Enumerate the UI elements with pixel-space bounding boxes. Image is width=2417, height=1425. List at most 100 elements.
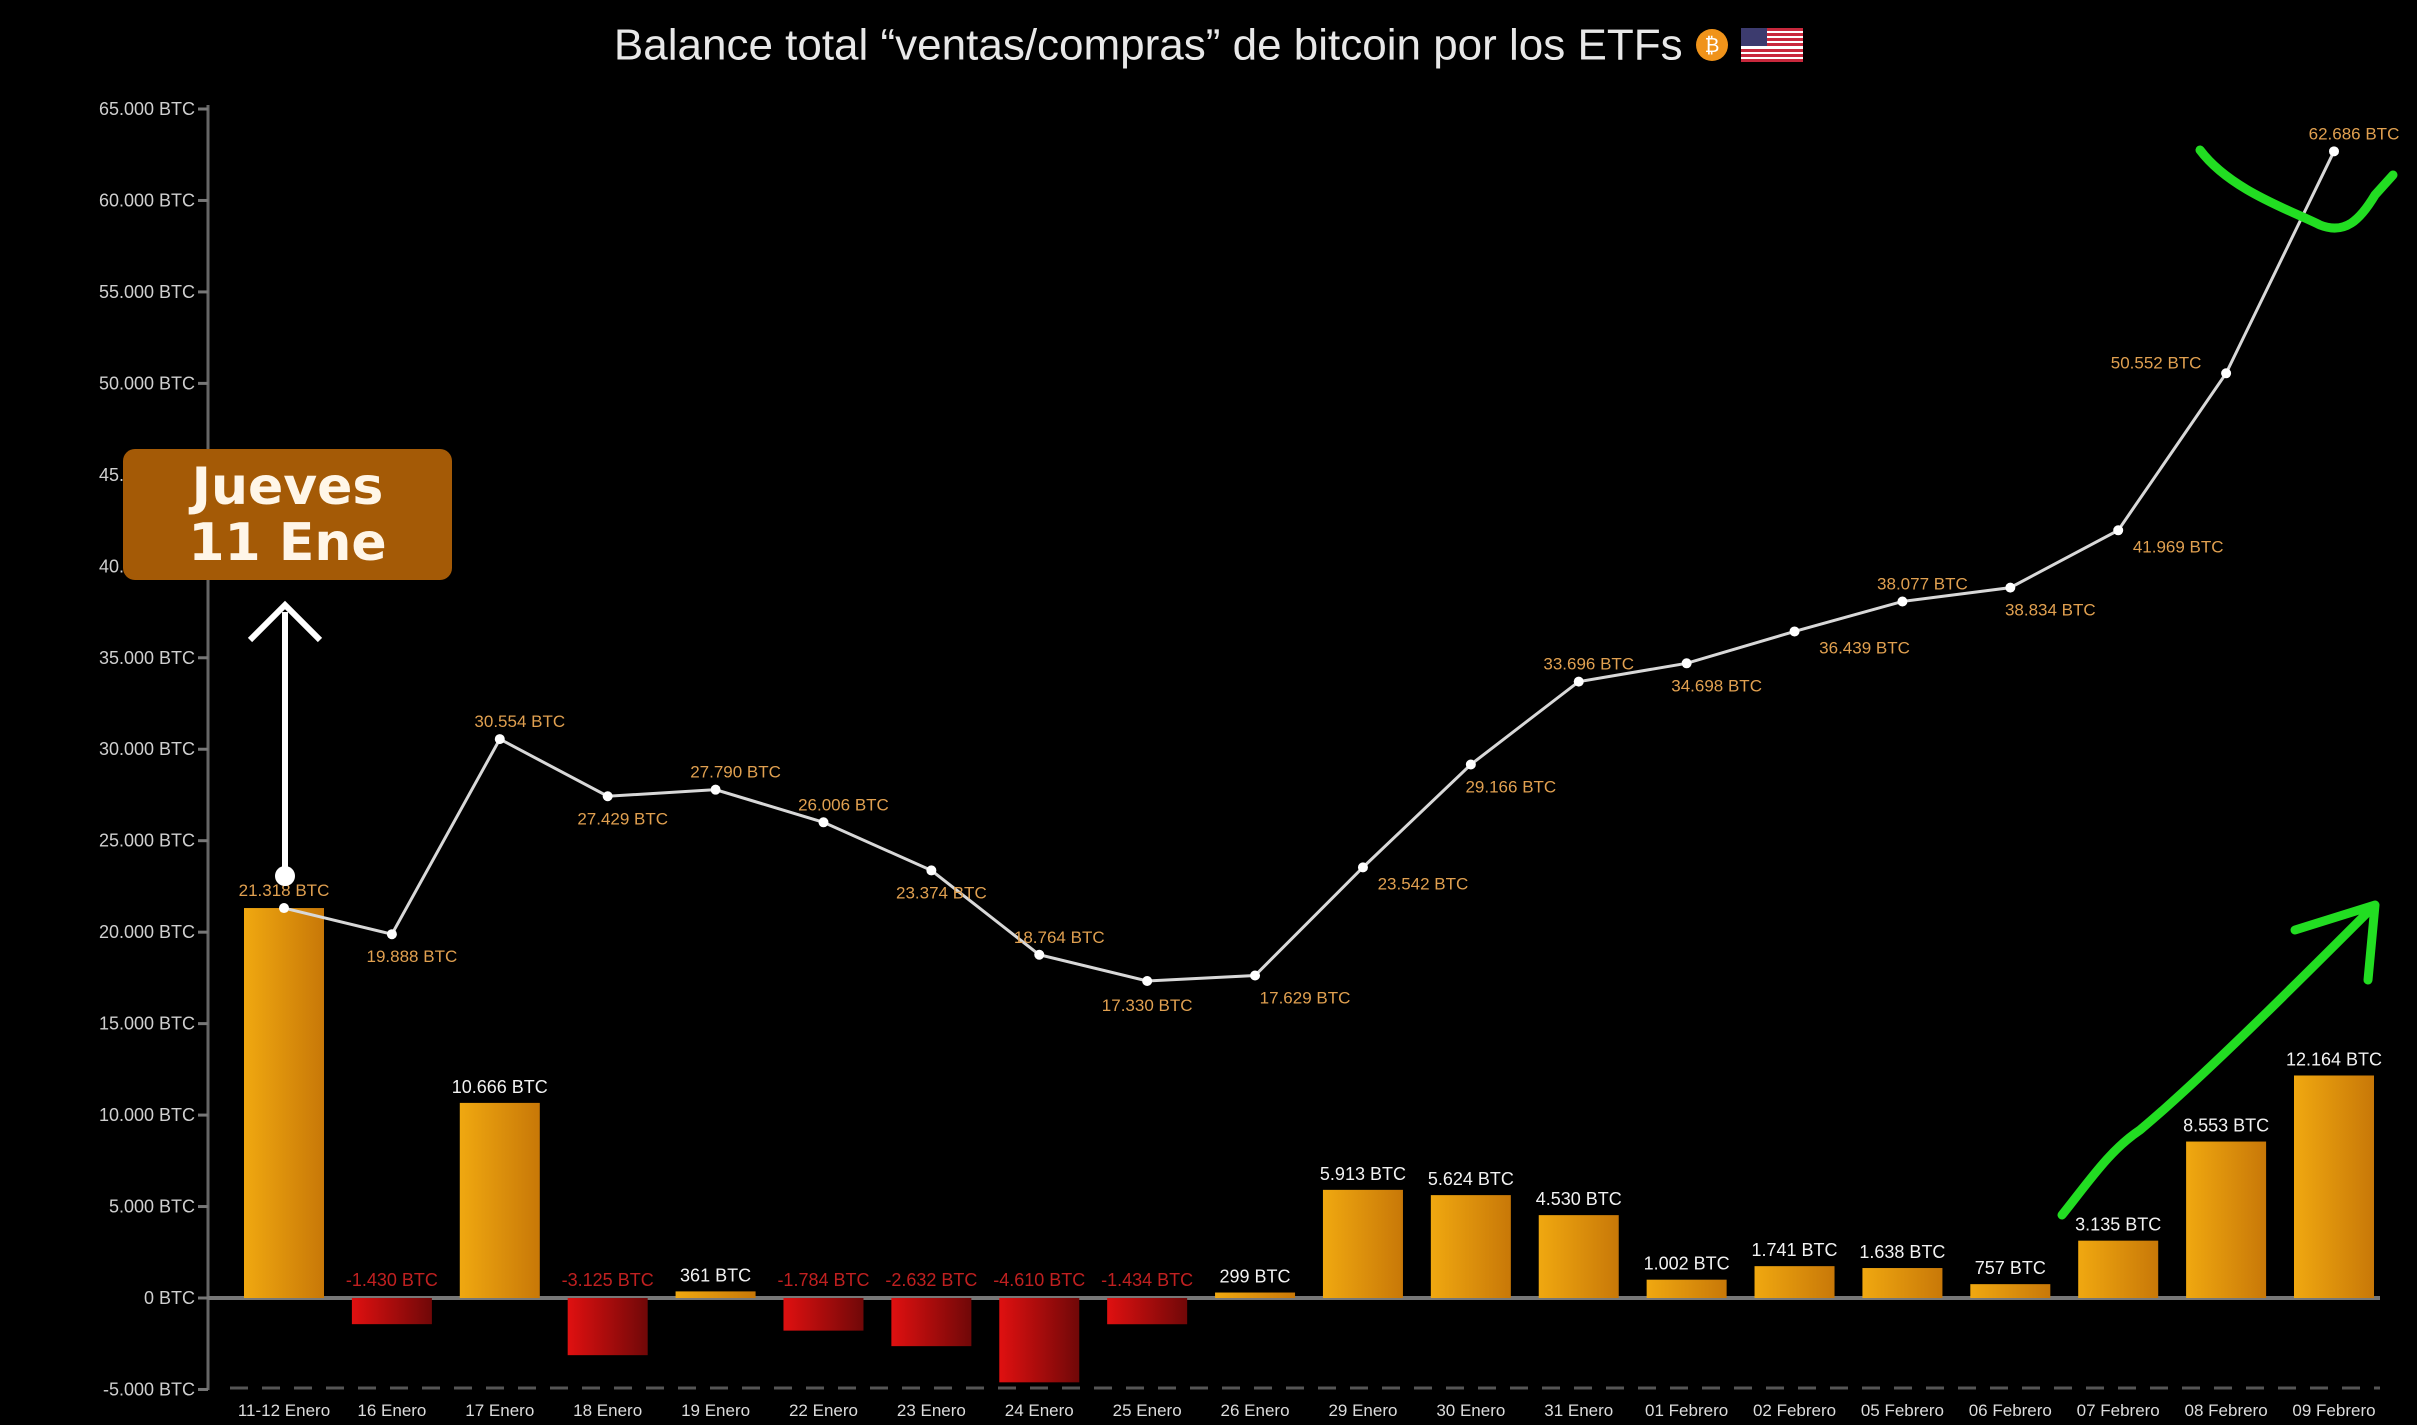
bar-value-label: 5.913 BTC [1320, 1164, 1406, 1184]
x-tick-label: 30 Enero [1436, 1401, 1505, 1420]
line-point [2221, 368, 2232, 379]
bar-value-label: -1.430 BTC [346, 1270, 438, 1290]
bar [1430, 1195, 1511, 1298]
line-value-label: 30.554 BTC [474, 712, 565, 731]
y-tick-label: 15.000 BTC [99, 1014, 195, 1034]
line-point [1681, 658, 1692, 669]
line-point [602, 791, 613, 802]
bar [675, 1291, 756, 1298]
y-tick-label: 0 BTC [144, 1288, 195, 1308]
line-value-label: 27.790 BTC [690, 763, 781, 782]
white-arrow-dot [275, 866, 295, 886]
line-point [1250, 970, 1261, 981]
callout-line1: Jueves [191, 457, 384, 517]
bar-value-label: -1.434 BTC [1101, 1270, 1193, 1290]
x-tick-label: 01 Febrero [1645, 1401, 1728, 1420]
white-arrow-head [247, 600, 323, 643]
line-value-label: 36.439 BTC [1819, 638, 1910, 657]
x-tick-label: 09 Febrero [2292, 1401, 2375, 1420]
bar [1215, 1292, 1296, 1298]
line-point [1789, 626, 1800, 637]
line-value-label: 27.429 BTC [577, 809, 668, 828]
y-tick-label: -5.000 BTC [103, 1379, 195, 1399]
bar [567, 1298, 648, 1356]
y-tick-label: 10.000 BTC [99, 1105, 195, 1125]
bar-value-label: 5.624 BTC [1428, 1169, 1514, 1189]
x-tick-label: 29 Enero [1328, 1401, 1397, 1420]
line-point [818, 817, 829, 828]
line-value-label: 26.006 BTC [798, 795, 889, 814]
x-tick-label: 08 Febrero [2185, 1401, 2268, 1420]
x-tick-label: 25 Enero [1113, 1401, 1182, 1420]
bar [1646, 1279, 1727, 1298]
bar [351, 1298, 432, 1325]
bar-value-label: -3.125 BTC [562, 1270, 654, 1290]
bar-value-label: 8.553 BTC [2183, 1116, 2269, 1136]
callout-box: Jueves 11 Ene [123, 449, 452, 580]
bar-value-label: 3.135 BTC [2075, 1215, 2161, 1235]
line-value-label: 19.888 BTC [367, 947, 458, 966]
bar [1754, 1266, 1835, 1298]
bar [783, 1298, 864, 1331]
y-tick-label: 50.000 BTC [99, 373, 195, 393]
y-tick-label: 65.000 BTC [99, 99, 195, 119]
x-tick-label: 19 Enero [681, 1401, 750, 1420]
line-point [710, 784, 721, 795]
bar-value-label: -1.784 BTC [777, 1270, 869, 1290]
line-point [2329, 146, 2339, 157]
bar [1538, 1215, 1619, 1298]
bar [1107, 1298, 1188, 1325]
line-point [1357, 862, 1368, 873]
x-tick-label: 02 Febrero [1753, 1401, 1836, 1420]
y-tick-label: 25.000 BTC [99, 831, 195, 851]
chart-title: Balance total “ventas/compras” de bitcoi… [0, 18, 2417, 70]
green-check-annotation [2195, 145, 2398, 233]
bar [1862, 1268, 1943, 1298]
bar [999, 1298, 1080, 1383]
line-value-label: 50.552 BTC [2111, 353, 2202, 372]
line-value-label: 34.698 BTC [1671, 676, 1762, 695]
x-tick-label: 18 Enero [573, 1401, 642, 1420]
y-tick-label: 60.000 BTC [99, 190, 195, 210]
x-tick-label: 05 Febrero [1861, 1401, 1944, 1420]
line-point [1034, 949, 1045, 960]
line-value-label: 41.969 BTC [2133, 537, 2224, 556]
line-point [2005, 582, 2016, 593]
y-tick-label: 30.000 BTC [99, 739, 195, 759]
line-point [1465, 759, 1476, 770]
y-tick-label: 55.000 BTC [99, 282, 195, 302]
bar-value-label: 12.164 BTC [2286, 1049, 2382, 1069]
line-value-label: 33.696 BTC [1543, 655, 1634, 674]
chart-title-text: Balance total “ventas/compras” de bitcoi… [613, 20, 1683, 70]
line-point [386, 929, 397, 940]
bar [1322, 1189, 1403, 1298]
bar-value-label: -2.632 BTC [885, 1270, 977, 1290]
bar [1970, 1284, 2051, 1298]
callout-line2: 11 Ene [188, 513, 387, 573]
bar [2294, 1075, 2374, 1298]
x-tick-label: 24 Enero [1005, 1401, 1074, 1420]
line-value-label: 17.629 BTC [1260, 989, 1351, 1008]
line-value-label: 38.077 BTC [1877, 574, 1968, 593]
bar [891, 1298, 972, 1347]
y-tick-label: 20.000 BTC [99, 922, 195, 942]
line-point [2113, 525, 2124, 536]
x-tick-label: 17 Enero [465, 1401, 534, 1420]
line-value-label: 18.764 BTC [1014, 928, 1105, 947]
x-tick-label: 07 Febrero [2077, 1401, 2160, 1420]
line-value-label: 21.318 BTC [239, 881, 330, 900]
line-value-label: 17.330 BTC [1102, 996, 1193, 1015]
x-tick-label: 23 Enero [897, 1401, 966, 1420]
bar-value-label: 299 BTC [1220, 1267, 1291, 1287]
bar-value-label: -4.610 BTC [993, 1270, 1085, 1290]
bitcoin-icon: ₿ [1695, 29, 1728, 62]
bar-value-label: 1.741 BTC [1752, 1240, 1838, 1260]
line-value-label: 23.374 BTC [896, 883, 987, 902]
x-tick-label: 16 Enero [357, 1401, 426, 1420]
us-flag-icon [1741, 28, 1804, 63]
x-tick-label: 26 Enero [1221, 1401, 1290, 1420]
bar-value-label: 361 BTC [680, 1265, 751, 1285]
x-tick-label: 06 Febrero [1969, 1401, 2052, 1420]
y-tick-label: 35.000 BTC [99, 648, 195, 668]
line-value-label: 38.834 BTC [2005, 601, 2096, 620]
